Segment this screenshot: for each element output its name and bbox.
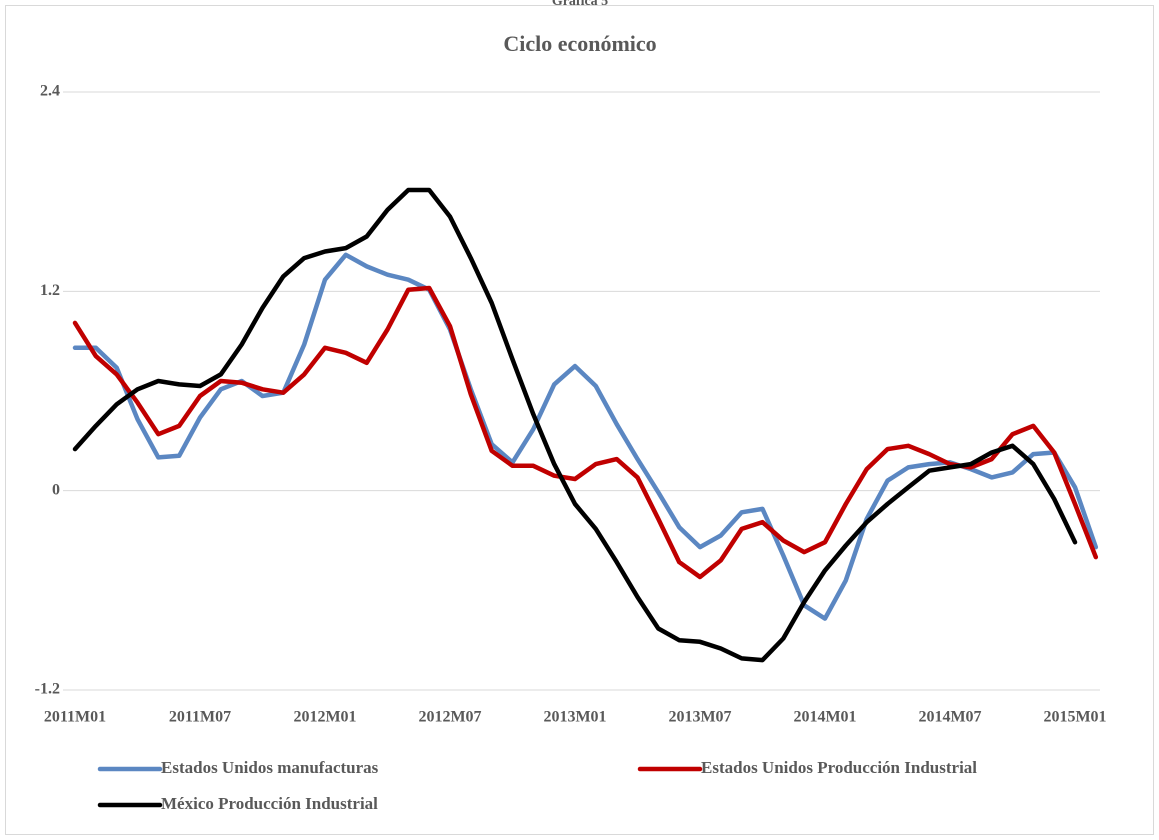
series-line (72, 187, 1078, 663)
chart-supertitle: Gráfica 5 (552, 0, 608, 9)
x-tick-label: 2015M01 (1043, 709, 1106, 726)
legend-label: México Producción Industrial (161, 794, 378, 813)
x-tick-label: 2011M07 (169, 709, 231, 726)
series-line (72, 285, 1099, 580)
x-tick-label: 2014M01 (793, 709, 856, 726)
chart-title: Ciclo económico (503, 31, 656, 56)
series-line (72, 252, 1099, 621)
y-tick-label: 0 (52, 481, 60, 498)
x-tick-label: 2013M07 (668, 709, 731, 726)
x-tick-label: 2014M07 (918, 709, 981, 726)
y-tick-label: 1.2 (40, 282, 60, 299)
legend-label: Estados Unidos manufacturas (161, 758, 379, 777)
y-tick-label: -1.2 (35, 681, 60, 698)
legend-label: Estados Unidos Producción Industrial (701, 758, 977, 777)
x-tick-label: 2012M01 (293, 709, 356, 726)
x-tick-label: 2011M01 (44, 709, 106, 726)
chart-border (5, 5, 1154, 835)
x-tick-label: 2012M07 (418, 709, 481, 726)
y-tick-label: 2.4 (40, 83, 60, 100)
x-tick-label: 2013M01 (543, 709, 606, 726)
